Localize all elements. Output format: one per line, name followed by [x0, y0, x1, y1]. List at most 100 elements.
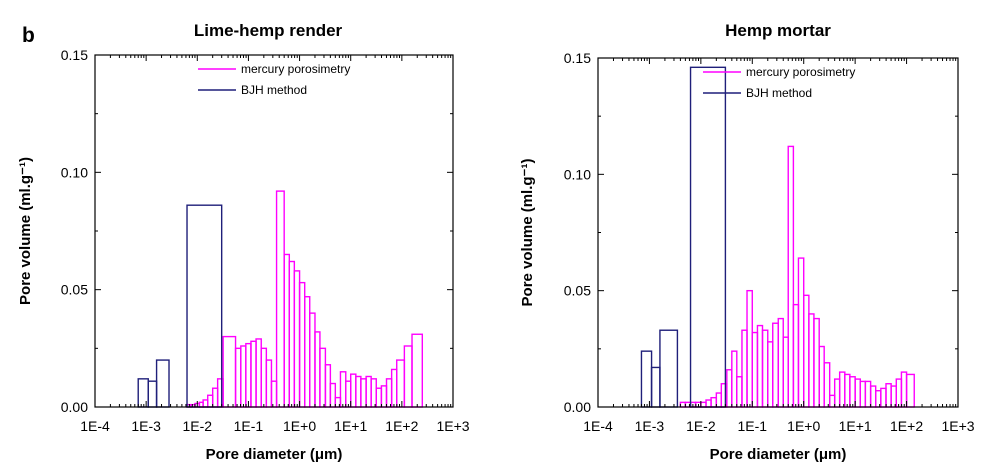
bar — [679, 401, 687, 408]
bar — [869, 385, 877, 408]
plot-frame — [94, 54, 454, 408]
bar — [803, 294, 810, 408]
bar — [756, 324, 764, 408]
panel-letter: b — [22, 24, 35, 47]
bar — [339, 371, 347, 408]
x-tick-label: 1E-2 — [182, 418, 212, 434]
bar — [823, 362, 831, 408]
bar — [751, 331, 759, 408]
bar — [260, 347, 268, 408]
bar — [255, 338, 262, 408]
bar — [792, 303, 800, 408]
y-tick-label: 0.10 — [61, 164, 88, 180]
bar — [137, 378, 149, 408]
y-tick-label: 0.00 — [61, 399, 88, 415]
bar — [905, 373, 915, 408]
legend-label: BJH method — [746, 86, 812, 100]
bar — [818, 345, 825, 408]
x-tick-label: 1E+2 — [890, 418, 923, 434]
bar — [777, 317, 784, 408]
legend: mercury porosimetry BJH method — [198, 62, 350, 97]
bar — [864, 380, 872, 408]
bar — [250, 340, 257, 408]
bar — [396, 359, 406, 408]
bar — [283, 253, 291, 408]
x-tick-label: 1E+0 — [787, 418, 820, 434]
bar — [365, 375, 372, 408]
bar — [746, 289, 753, 408]
y-tick-label: 0.15 — [564, 50, 591, 66]
bar — [849, 376, 856, 408]
bar — [859, 380, 867, 408]
x-tick-label: 1E+1 — [334, 418, 367, 434]
y-tick-label: 0.15 — [61, 47, 88, 63]
bar — [854, 378, 862, 408]
bar — [890, 385, 897, 408]
legend-label: mercury porosimetry — [746, 65, 855, 79]
bar — [689, 66, 727, 408]
series-bjh-method — [640, 66, 727, 408]
legend-label: mercury porosimetry — [241, 62, 350, 76]
bar — [370, 378, 377, 408]
x-tick-label: 1E-1 — [234, 418, 264, 434]
bar — [403, 345, 413, 408]
x-axis-title: Pore diameter (μm) — [206, 446, 343, 463]
chart-title: Hemp mortar — [725, 21, 831, 40]
chart-panel-2: 1E-4 1E-3 1E-2 1E-1 1E+0 1E+1 1E+2 1E+3 0.00 0.05… — [519, 21, 975, 463]
bar — [705, 399, 712, 408]
bar — [390, 368, 398, 408]
bar — [385, 378, 393, 408]
bar — [304, 296, 311, 408]
bar — [741, 329, 748, 408]
bar — [324, 364, 332, 408]
bar — [207, 394, 214, 408]
x-tick-label: 1E-3 — [635, 418, 665, 434]
y-axis-title: Pore volume (ml.g⁻¹) — [17, 157, 34, 305]
bar — [411, 333, 423, 408]
bar — [155, 359, 170, 408]
legend-label: BJH method — [241, 83, 307, 97]
x-tick-label: 1E-1 — [737, 418, 767, 434]
bar — [731, 350, 738, 408]
bar — [211, 387, 219, 408]
chart-panel-1: 1E-4 1E-3 1E-2 1E-1 1E+0 1E+1 1E+2 1E+3 0.00 0.05… — [17, 21, 470, 463]
bar — [726, 369, 733, 408]
bar — [736, 376, 743, 408]
series-bjh-method — [137, 204, 223, 408]
bar — [240, 345, 247, 408]
bar — [772, 322, 779, 408]
bar — [659, 329, 679, 408]
bar — [234, 347, 242, 408]
x-tick-label: 1E+2 — [385, 418, 418, 434]
y-tick-label: 0.10 — [564, 166, 591, 182]
y-axis-title: Pore volume (ml.g⁻¹) — [519, 159, 536, 307]
bar — [245, 342, 252, 408]
x-tick-label: 1E+0 — [283, 418, 316, 434]
x-tick-label: 1E-2 — [686, 418, 716, 434]
bar — [715, 392, 723, 408]
bar — [345, 380, 352, 408]
bar — [838, 371, 846, 408]
x-tick-label: 1E+3 — [436, 418, 469, 434]
bar — [808, 313, 815, 408]
bar — [900, 371, 908, 408]
bar — [833, 378, 841, 408]
bar — [880, 387, 887, 408]
bar — [895, 378, 903, 408]
bar — [767, 341, 774, 408]
x-tick-label: 1E+3 — [941, 418, 974, 434]
y-tick-label: 0.05 — [564, 283, 591, 299]
bar — [640, 350, 653, 408]
bar — [375, 387, 383, 408]
bar — [761, 329, 769, 408]
bar — [265, 359, 273, 408]
bar — [380, 385, 388, 408]
bar — [319, 347, 327, 408]
bar — [329, 382, 337, 408]
legend: mercury porosimetry BJH method — [703, 65, 855, 100]
x-tick-label: 1E-3 — [131, 418, 161, 434]
bar — [787, 145, 795, 408]
bar — [270, 380, 278, 408]
bar — [650, 366, 661, 408]
